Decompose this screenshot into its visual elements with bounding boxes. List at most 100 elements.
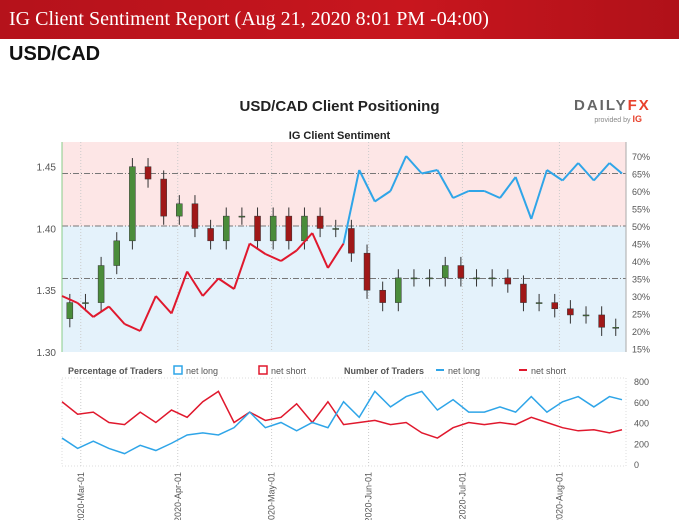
- price-candle: [551, 302, 558, 310]
- sentiment-segment: [405, 155, 423, 175]
- price-candle: [457, 265, 465, 279]
- sentiment-segment: [499, 176, 517, 199]
- sentiment-segment: [92, 305, 110, 318]
- percent-tick-label: 30%: [632, 292, 650, 302]
- percent-tick-label: 35%: [632, 275, 650, 285]
- sentiment-segment: [124, 323, 141, 332]
- price-candle: [191, 203, 199, 229]
- date-tick-label: 2020-Jul-01: [457, 472, 467, 520]
- price-candle: [301, 215, 308, 242]
- traders-tick-label: 0: [634, 460, 639, 470]
- sentiment-segment: [139, 295, 157, 332]
- price-candle: [97, 265, 105, 303]
- price-candle: [66, 302, 74, 319]
- price-tick-label: 1.40: [37, 224, 57, 235]
- price-candle: [488, 277, 496, 280]
- sentiment-segment: [421, 169, 438, 175]
- legend-long-box: [173, 365, 183, 375]
- price-candle: [535, 302, 543, 304]
- price-candle: [332, 228, 339, 230]
- sentiment-segment: [593, 162, 611, 182]
- percent-tick-label: 60%: [632, 187, 650, 197]
- sentiment-segment: [217, 277, 235, 290]
- traders-tick-label: 600: [634, 398, 649, 408]
- percent-tick-label: 45%: [632, 240, 650, 250]
- chart-subtitle: IG Client Sentiment: [288, 130, 391, 142]
- traders-tick-label: 200: [634, 439, 649, 449]
- dailyfx-logo: DAILYFX provided by IG: [574, 97, 651, 124]
- sentiment-segment: [108, 305, 126, 325]
- legend-short-box: [258, 365, 268, 375]
- sentiment-segment: [561, 162, 579, 182]
- date-tick-label: 2020-Jun-01: [364, 472, 374, 520]
- price-candle: [363, 252, 371, 291]
- report-header: IG Client Sentiment Report (Aug 21, 2020…: [0, 0, 679, 39]
- price-candle: [160, 178, 167, 217]
- percent-tick-label: 70%: [632, 152, 650, 162]
- percent-tick-label: 40%: [632, 257, 650, 267]
- price-candle: [567, 308, 574, 316]
- date-tick-label: 2020-Aug-01: [554, 472, 564, 520]
- sentiment-segment: [280, 249, 298, 262]
- legend-net-short: net short: [531, 366, 567, 376]
- sentiment-segment: [374, 190, 392, 203]
- sentiment-segment: [436, 169, 454, 199]
- sentiment-segment: [295, 232, 314, 252]
- legend-net-long: net long: [186, 366, 218, 376]
- price-candle: [441, 265, 449, 279]
- price-tick-label: 1.35: [37, 286, 57, 297]
- price-candle: [269, 215, 277, 242]
- legend-net-short: net short: [271, 366, 307, 376]
- sentiment-segment: [327, 242, 345, 269]
- sentiment-segment: [514, 176, 533, 220]
- price-candle: [395, 277, 402, 303]
- percent-tick-label: 55%: [632, 205, 650, 215]
- date-tick-label: 2020-May-01: [267, 472, 277, 520]
- long-zone: [62, 226, 626, 352]
- sentiment-segment: [233, 243, 251, 290]
- sentiment-segment: [608, 162, 623, 175]
- traders-tick-label: 800: [634, 377, 649, 387]
- sentiment-segment: [546, 169, 564, 182]
- sentiment-segment: [389, 155, 408, 192]
- price-candle: [316, 215, 324, 229]
- date-tick-label: 2020-Mar-01: [76, 472, 86, 520]
- sentiment-segment: [202, 277, 220, 297]
- sentiment-segment: [76, 302, 94, 318]
- price-tick-label: 1.30: [37, 348, 57, 359]
- sentiment-segment: [311, 232, 329, 269]
- price-candle: [176, 203, 183, 217]
- price-candle: [520, 283, 527, 303]
- price-candle: [504, 277, 512, 285]
- legend-net-long: net long: [448, 366, 480, 376]
- price-candle: [222, 215, 230, 242]
- sentiment-segment: [61, 295, 79, 304]
- percent-tick-label: 20%: [632, 327, 650, 337]
- price-candle: [410, 277, 418, 280]
- price-candle: [207, 228, 214, 242]
- chart-title: USD/CAD Client Positioning: [239, 98, 440, 115]
- price-candle: [238, 215, 246, 218]
- traders-tick-label: 400: [634, 419, 649, 429]
- percent-tick-label: 65%: [632, 170, 650, 180]
- legend-pct-title: Percentage of Traders: [68, 366, 163, 376]
- sentiment-segment: [342, 169, 361, 244]
- sentiment-segment: [170, 271, 189, 314]
- sentiment-segment: [249, 242, 266, 255]
- legend-num-title: Number of Traders: [344, 366, 424, 376]
- price-candle: [129, 166, 136, 242]
- percent-tick-label: 25%: [632, 310, 650, 320]
- price-candle: [82, 302, 89, 304]
- sentiment-segment: [452, 190, 470, 199]
- price-candle: [426, 277, 433, 280]
- price-candle: [612, 327, 619, 329]
- date-tick-label: 2020-Apr-01: [173, 472, 183, 520]
- sentiment-segment: [358, 169, 376, 202]
- sentiment-segment: [530, 169, 548, 220]
- short-zone: [62, 142, 626, 226]
- price-candle: [144, 166, 152, 180]
- sentiment-segment: [577, 162, 595, 182]
- price-candle: [379, 289, 386, 303]
- sentiment-segment: [155, 295, 173, 315]
